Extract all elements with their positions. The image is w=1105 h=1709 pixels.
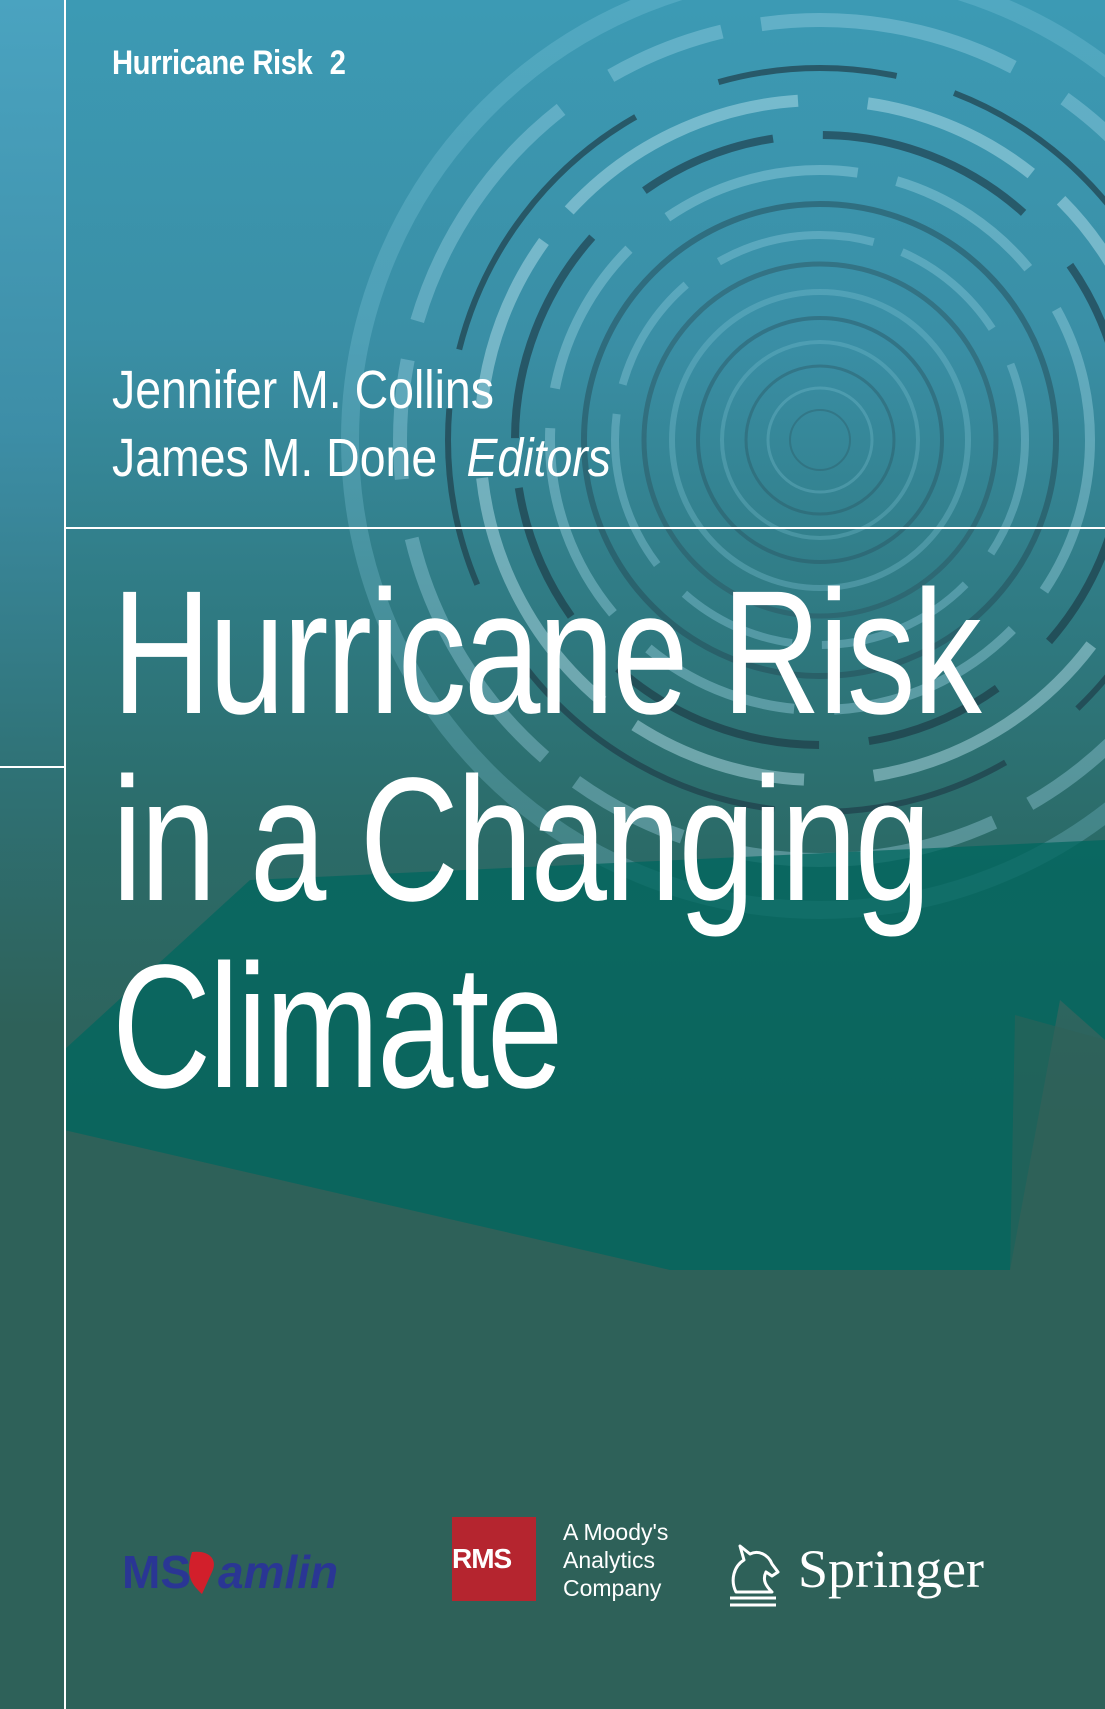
title-line: in a Changing — [112, 742, 931, 938]
series-volume: 2 — [329, 44, 346, 82]
horizontal-rule — [64, 527, 1105, 529]
vertical-rule — [64, 0, 66, 1709]
moodys-line: Analytics — [563, 1547, 656, 1573]
svg-text:amlin: amlin — [218, 1546, 338, 1598]
ms-amlin-logo: MS amlin — [122, 1546, 338, 1598]
moodys-tagline: A Moody's Analytics Company — [563, 1518, 668, 1602]
svg-text:MS: MS — [122, 1546, 191, 1598]
book-title: Hurricane Risk in a Changing Climate — [112, 555, 982, 1125]
left-strip — [0, 0, 64, 1709]
publisher-logos: MS amlin RMS A Moody's Analytics Company… — [0, 1500, 1105, 1620]
rms-text: RMS — [452, 1543, 512, 1574]
editors-role: Editors — [466, 428, 611, 488]
rms-logo: RMS — [452, 1517, 536, 1601]
moodys-line: Company — [563, 1575, 662, 1601]
editor-name: James M. Done — [112, 428, 438, 488]
title-line: Hurricane Risk — [112, 555, 982, 751]
editors-block: Jennifer M. Collins James M. Done Editors — [112, 356, 611, 492]
series-label: Hurricane Risk 2 — [112, 44, 346, 83]
series-name: Hurricane Risk — [112, 44, 313, 82]
editor-name: Jennifer M. Collins — [112, 360, 494, 420]
title-line: Climate — [112, 929, 563, 1125]
moodys-line: A Moody's — [563, 1519, 669, 1545]
left-tick-rule — [0, 766, 64, 768]
springer-horse-icon — [730, 1544, 780, 1607]
springer-wordmark: Springer — [798, 1539, 984, 1599]
